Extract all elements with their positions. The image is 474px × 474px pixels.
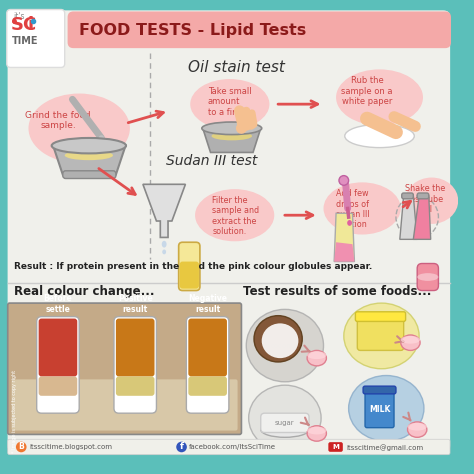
FancyBboxPatch shape	[38, 376, 77, 396]
Text: Result : If protein present in the food the pink colour globules appear.: Result : If protein present in the food …	[14, 262, 372, 271]
FancyBboxPatch shape	[328, 442, 343, 452]
Text: Rub the
sample on a
white paper: Rub the sample on a white paper	[341, 76, 393, 106]
Text: sugar: sugar	[275, 420, 295, 426]
Polygon shape	[143, 184, 185, 237]
Ellipse shape	[405, 178, 458, 224]
FancyBboxPatch shape	[38, 319, 77, 376]
Text: Negative
result: Negative result	[188, 294, 227, 314]
FancyBboxPatch shape	[363, 386, 396, 394]
Ellipse shape	[307, 427, 327, 435]
Ellipse shape	[254, 316, 302, 362]
Text: B: B	[18, 443, 24, 451]
FancyBboxPatch shape	[5, 8, 453, 456]
Ellipse shape	[307, 351, 327, 359]
Ellipse shape	[401, 335, 420, 350]
Text: Sudan III test: Sudan III test	[166, 154, 257, 168]
FancyBboxPatch shape	[8, 439, 450, 455]
FancyBboxPatch shape	[7, 9, 65, 67]
FancyBboxPatch shape	[11, 379, 237, 430]
Polygon shape	[53, 146, 126, 174]
Text: coconut: coconut	[271, 343, 299, 348]
Text: i: i	[27, 16, 33, 34]
FancyBboxPatch shape	[417, 264, 438, 291]
Ellipse shape	[261, 422, 309, 438]
Polygon shape	[334, 242, 355, 262]
Ellipse shape	[52, 138, 126, 154]
Ellipse shape	[16, 442, 27, 452]
Text: TIME: TIME	[11, 36, 38, 46]
FancyBboxPatch shape	[356, 312, 406, 321]
Text: facebook.com/ItsSciTime: facebook.com/ItsSciTime	[189, 445, 276, 450]
Ellipse shape	[28, 93, 130, 163]
Text: M: M	[332, 444, 339, 450]
Polygon shape	[334, 213, 355, 262]
FancyBboxPatch shape	[357, 314, 404, 350]
Ellipse shape	[202, 122, 262, 135]
Text: it's: it's	[14, 12, 25, 21]
Polygon shape	[413, 196, 431, 239]
Text: Shake the
test tube
well: Shake the test tube well	[405, 184, 445, 214]
Ellipse shape	[307, 426, 327, 441]
Ellipse shape	[307, 350, 327, 366]
FancyBboxPatch shape	[365, 391, 394, 428]
FancyBboxPatch shape	[68, 11, 451, 48]
Ellipse shape	[162, 249, 166, 255]
Ellipse shape	[417, 273, 438, 281]
Ellipse shape	[176, 442, 187, 452]
Text: Before
settle: Before settle	[44, 294, 73, 314]
Text: Add few
drops of
sudan III
solution: Add few drops of sudan III solution	[336, 189, 370, 229]
Text: Positive
result: Positive result	[118, 294, 153, 314]
FancyBboxPatch shape	[261, 413, 309, 432]
Text: Oil stain test: Oil stain test	[188, 60, 285, 75]
Ellipse shape	[246, 310, 324, 382]
Text: Take small
amount
to a finger: Take small amount to a finger	[208, 87, 251, 117]
Polygon shape	[203, 128, 261, 153]
FancyBboxPatch shape	[180, 262, 199, 289]
FancyBboxPatch shape	[186, 317, 229, 413]
FancyBboxPatch shape	[116, 376, 155, 396]
Text: * Image is subjected to copy right: * Image is subjected to copy right	[11, 370, 17, 453]
Text: Filter the
sample and
extract the
solution.: Filter the sample and extract the soluti…	[212, 196, 260, 236]
Ellipse shape	[211, 132, 252, 140]
Ellipse shape	[324, 182, 401, 235]
Polygon shape	[400, 196, 417, 239]
Ellipse shape	[401, 336, 420, 344]
Ellipse shape	[408, 422, 427, 438]
FancyBboxPatch shape	[114, 317, 156, 413]
FancyBboxPatch shape	[116, 319, 155, 376]
Text: SC: SC	[10, 16, 37, 34]
FancyBboxPatch shape	[36, 317, 79, 413]
Ellipse shape	[408, 423, 427, 430]
Text: Test results of some foods...: Test results of some foods...	[243, 285, 432, 298]
Text: MILK: MILK	[369, 405, 390, 414]
Ellipse shape	[336, 69, 423, 126]
Ellipse shape	[190, 79, 269, 129]
Text: Grind the food
sample.: Grind the food sample.	[25, 111, 91, 130]
Ellipse shape	[65, 151, 113, 160]
Text: itsscitime@gmail.com: itsscitime@gmail.com	[346, 444, 424, 451]
FancyBboxPatch shape	[63, 171, 116, 179]
FancyBboxPatch shape	[188, 376, 227, 396]
FancyBboxPatch shape	[179, 242, 200, 291]
Ellipse shape	[347, 220, 352, 226]
Ellipse shape	[262, 323, 299, 358]
Text: FOOD TESTS - Lipid Tests: FOOD TESTS - Lipid Tests	[79, 23, 306, 37]
FancyBboxPatch shape	[402, 193, 413, 199]
Text: itsscitime.blogspot.com: itsscitime.blogspot.com	[29, 445, 112, 450]
Text: f: f	[180, 443, 183, 451]
Ellipse shape	[344, 303, 419, 369]
Ellipse shape	[339, 175, 348, 185]
Ellipse shape	[348, 375, 424, 441]
Ellipse shape	[345, 125, 414, 147]
Ellipse shape	[249, 385, 321, 451]
Text: Real colour change...: Real colour change...	[14, 285, 154, 298]
FancyBboxPatch shape	[188, 319, 227, 376]
Ellipse shape	[195, 189, 274, 241]
Ellipse shape	[162, 241, 166, 247]
FancyBboxPatch shape	[417, 193, 429, 199]
FancyBboxPatch shape	[8, 303, 241, 435]
